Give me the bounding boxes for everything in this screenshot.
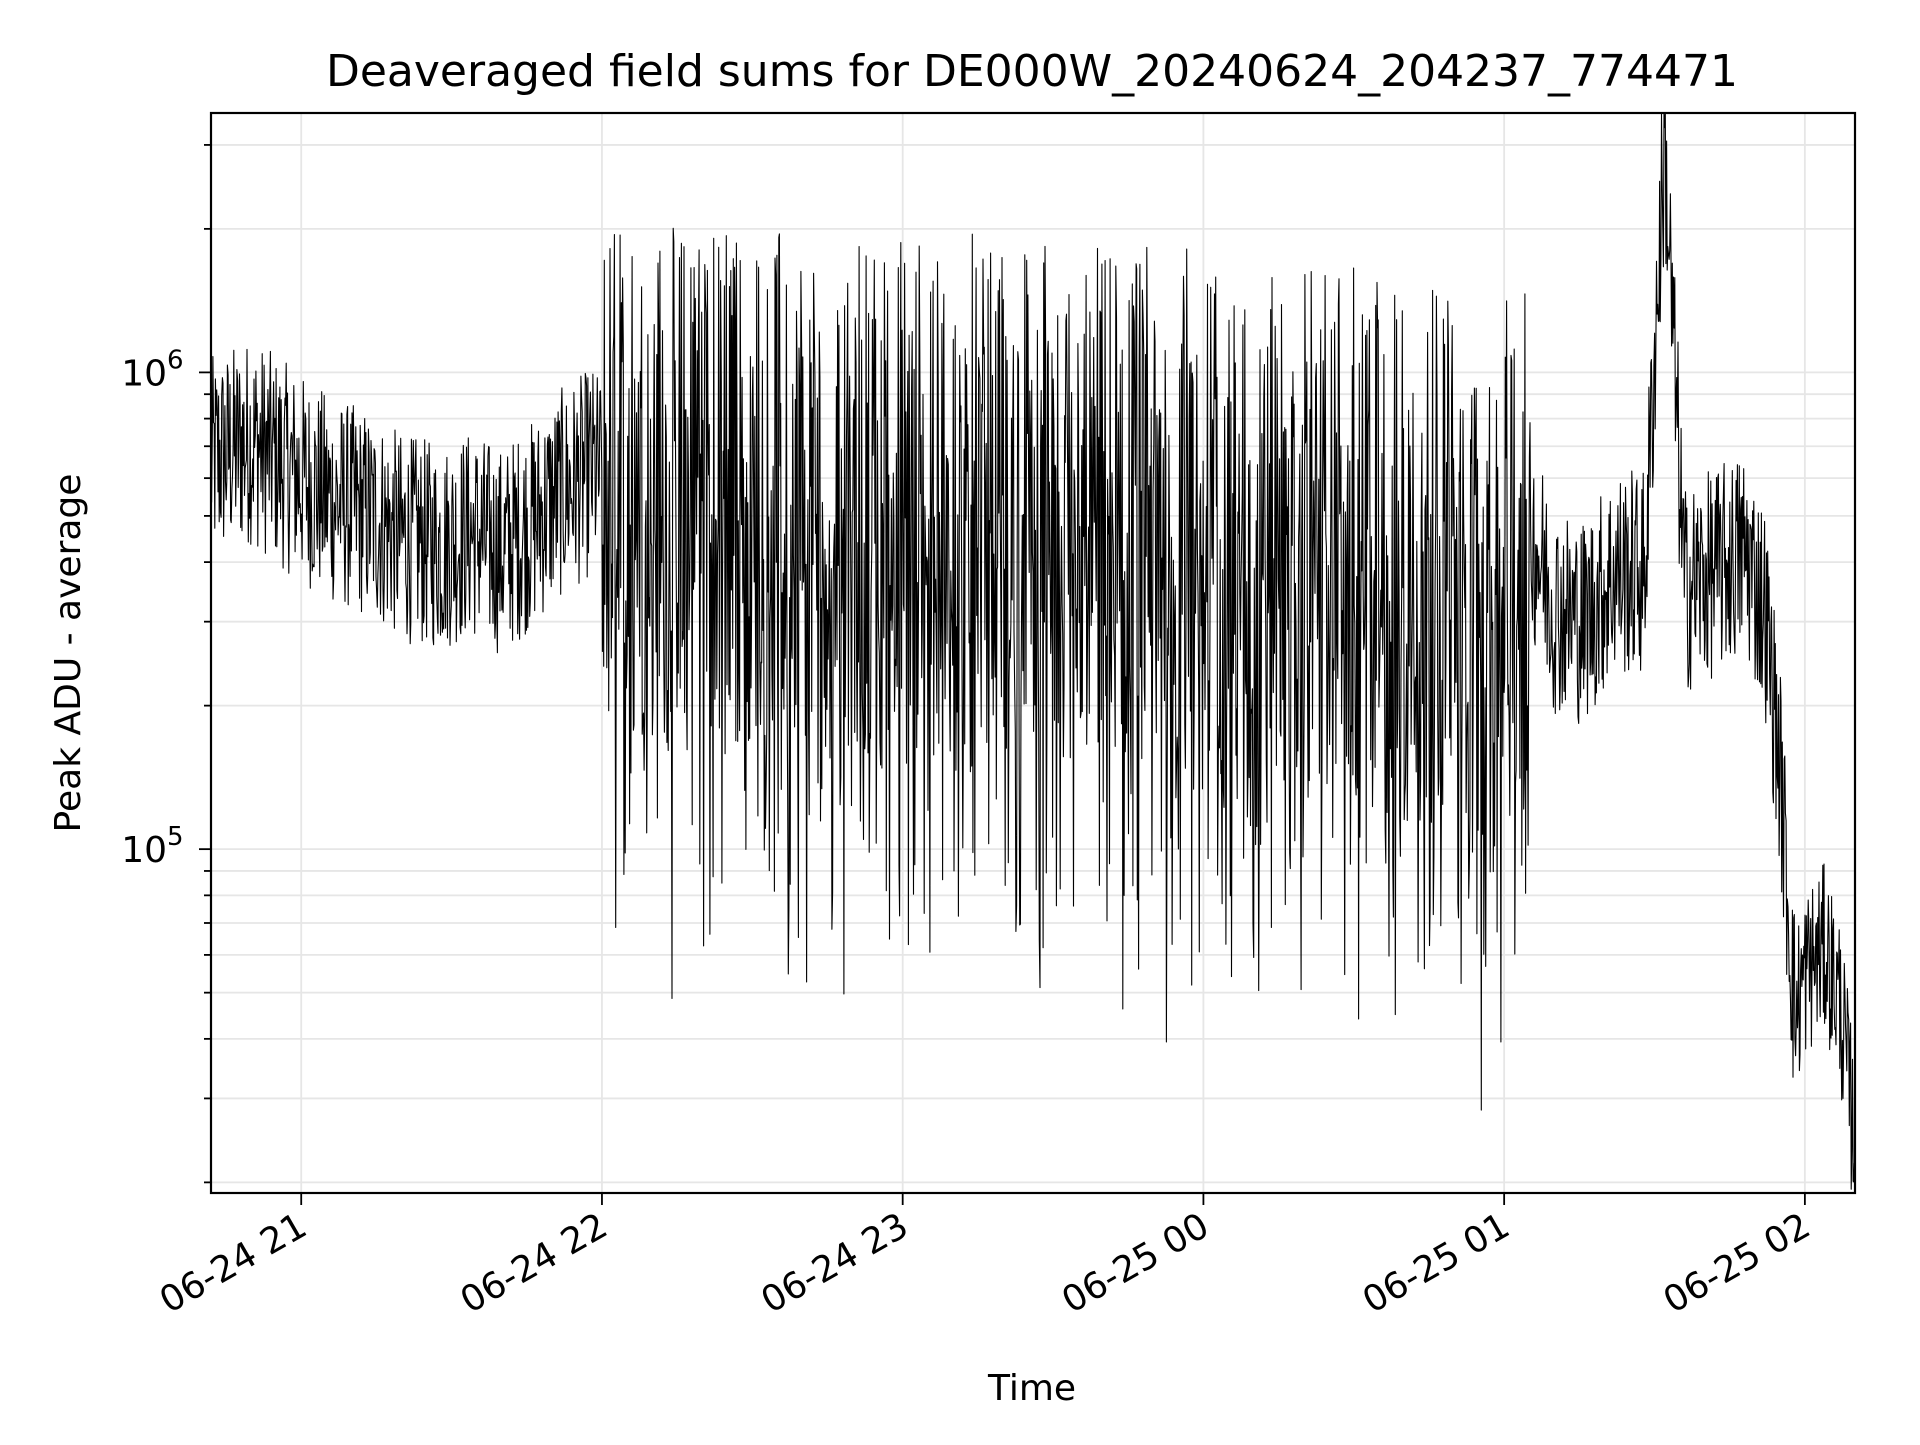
- plot-frame: [209, 111, 1857, 1195]
- y-tick-label-exponent: 6: [167, 345, 184, 375]
- y-tick-label: 10: [121, 353, 167, 394]
- y-tick-label-exponent: 5: [167, 822, 184, 852]
- x-axis-label: Time: [987, 1368, 1076, 1409]
- y-tick-label: 10: [121, 830, 167, 871]
- series-line: [210, 112, 1856, 1194]
- chart-title: Deaveraged field sums for DE000W_2024062…: [326, 46, 1738, 97]
- y-axis-label: Peak ADU - average: [48, 474, 89, 833]
- plot-data-layer: [210, 112, 1856, 1194]
